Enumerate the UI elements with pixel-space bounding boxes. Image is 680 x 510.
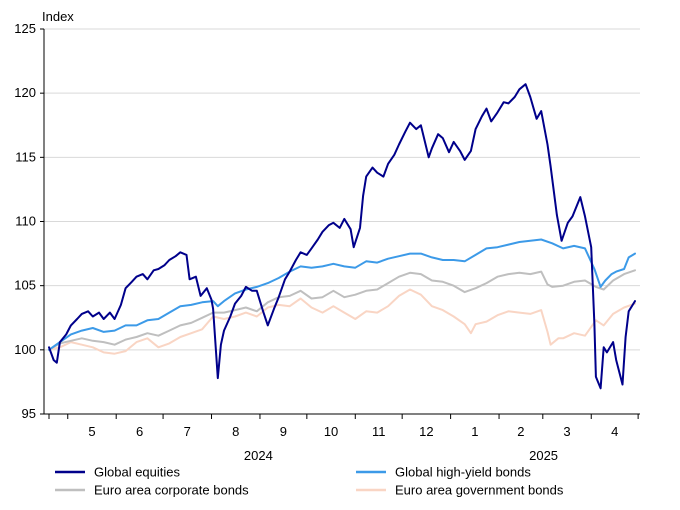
x-tick-label: 6	[136, 424, 143, 439]
y-tick-label: 105	[14, 278, 36, 293]
legend-label: Global high-yield bonds	[395, 465, 531, 480]
y-tick-label: 115	[15, 149, 36, 164]
y-tick-label: 110	[15, 214, 36, 229]
x-tick-label: 9	[280, 424, 287, 439]
y-axis-title: Index	[42, 9, 74, 24]
x-tick-label: 4	[611, 424, 618, 439]
gridlines	[44, 28, 640, 351]
legend-label: Global equities	[94, 465, 180, 480]
x-tick-label: 5	[88, 424, 95, 439]
x-tick-label: 8	[232, 424, 239, 439]
legend: Global equities Global high-yield bonds Eu…	[55, 465, 564, 498]
legend-label: Euro area corporate bonds	[94, 483, 249, 498]
x-tick-label: 12	[419, 424, 433, 439]
x-year-label: 2025	[529, 448, 558, 463]
y-tick-label: 120	[14, 85, 36, 100]
x-tick-label: 7	[184, 424, 191, 439]
global-equities-line	[48, 83, 636, 390]
x-tick-label: 3	[563, 424, 570, 439]
series-lines	[48, 83, 636, 390]
euro-area-government-bonds-line	[48, 288, 636, 355]
x-tick-label: 11	[372, 424, 386, 439]
euro-area-corporate-bonds-line	[48, 269, 636, 351]
x-tick-label: 1	[471, 424, 478, 439]
x-year-label: 2024	[244, 448, 273, 463]
y-tick-label: 125	[14, 21, 36, 36]
x-tick-label: 2	[517, 424, 524, 439]
global-high-yield-bonds-line	[48, 238, 636, 351]
x-tick-label: 10	[324, 424, 338, 439]
legend-label: Euro area government bonds	[395, 483, 564, 498]
y-tick-label: 100	[14, 342, 36, 357]
y-tick-label: 95	[22, 406, 36, 421]
